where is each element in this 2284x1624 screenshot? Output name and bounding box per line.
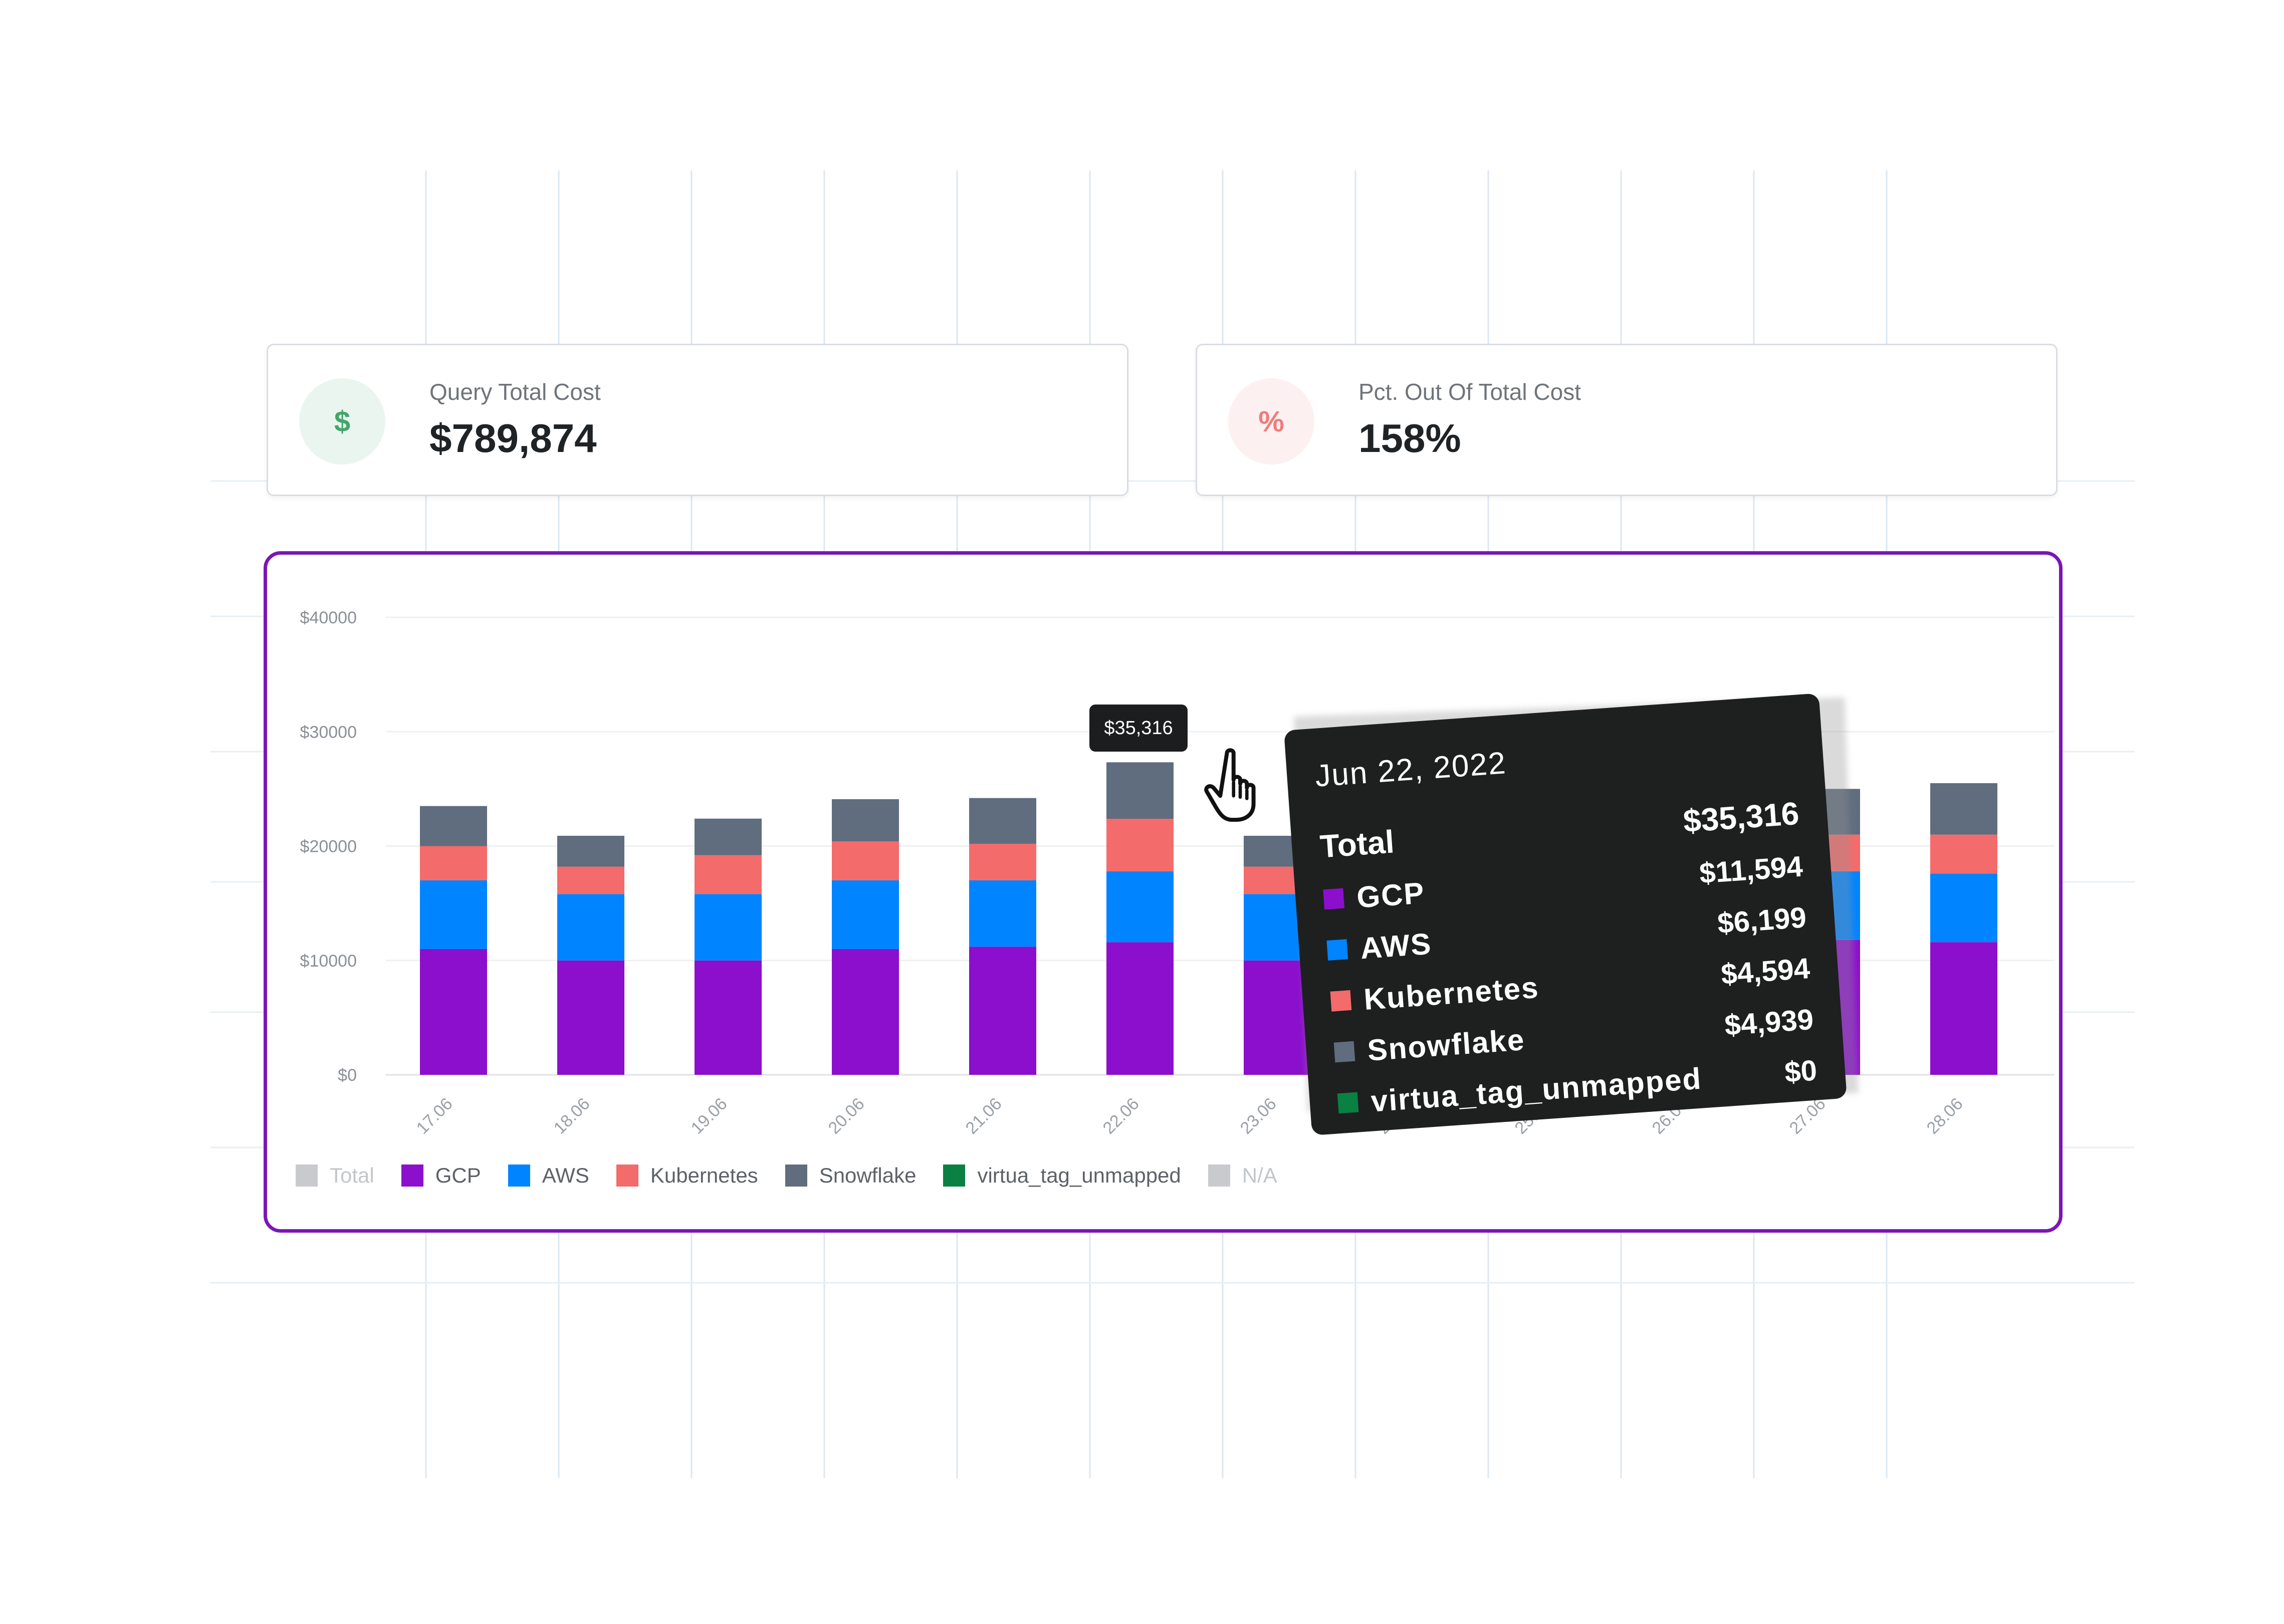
bar-segment-gcp[interactable] [557,960,624,1075]
x-tick-label: 23.06 [1237,1094,1280,1138]
legend-label: N/A [1242,1164,1277,1187]
tooltip-row-label: Kubernetes [1330,970,1540,1019]
hand-pointer-icon [1204,748,1256,822]
y-tick-label: $40000 [300,608,357,627]
percent-icon: % [1228,378,1314,465]
bar-segment-snowflake[interactable] [695,818,762,855]
bar-segment-gcp[interactable] [832,949,899,1075]
legend-label: Total [330,1164,374,1187]
x-tick-label: 28.06 [1923,1094,1967,1138]
tooltip-swatch [1326,939,1348,961]
query-total-cost-card: $ Query Total Cost $789,874 [267,344,1128,496]
y-tick-label: $30000 [300,723,357,742]
stat-label: Pct. Out Of Total Cost [1358,379,1581,405]
legend-swatch [401,1165,423,1187]
y-tick-label: $0 [338,1066,357,1085]
bar-segment-snowflake[interactable] [1930,783,1997,835]
legend-label: Kubernetes [650,1164,758,1187]
tooltip-row-label: AWS [1326,926,1433,968]
bar-segment-gcp[interactable] [969,947,1036,1075]
x-tick-label: 22.06 [1099,1094,1143,1138]
bar-segment-snowflake[interactable] [557,835,624,867]
bar-segment-snowflake[interactable] [1106,762,1174,819]
legend-label: AWS [542,1164,589,1187]
bar-segment-kubernetes[interactable] [1106,819,1174,871]
tooltip-row-value: $0 [1783,1054,1818,1089]
stat-label: Query Total Cost [429,379,601,405]
chart-tooltip: Jun 22, 2022 Total $35,316 GCP $11,594 AWS… [1284,693,1847,1136]
chart-legend: Total GCP AWS Kubernetes Snowflake virtua_tag… [296,1164,1277,1188]
legend-item-total[interactable]: Total [296,1164,374,1188]
bar-segment-gcp[interactable] [1244,960,1311,1075]
legend-item-aws[interactable]: AWS [508,1164,589,1188]
legend-item-n-a[interactable]: N/A [1208,1164,1277,1188]
legend-swatch [1208,1165,1230,1187]
tooltip-row-value: $4,594 [1720,952,1811,991]
legend-swatch [785,1165,807,1187]
tooltip-row-label: GCP [1322,875,1426,917]
bar-segment-gcp[interactable] [1930,942,1997,1075]
bar-segment-kubernetes[interactable] [832,841,899,880]
tooltip-swatch [1333,1041,1355,1063]
bar-total-label: $35,316 [1089,705,1188,752]
tooltip-total-value: $35,316 [1682,795,1800,839]
bar-segment-aws[interactable] [1930,873,1997,943]
tooltip-swatch [1330,990,1352,1012]
bar-segment-aws[interactable] [557,894,624,961]
y-tick-label: $20000 [300,837,357,856]
legend-swatch [943,1165,966,1187]
bar-segment-aws[interactable] [969,880,1036,947]
bar-segment-aws[interactable] [1106,871,1174,943]
x-tick-label: 19.06 [688,1094,731,1138]
bar-segment-gcp[interactable] [420,949,487,1075]
x-tick-label: 20.06 [825,1094,868,1138]
bar-segment-kubernetes[interactable] [557,866,624,894]
tooltip-date: Jun 22, 2022 [1314,746,1508,794]
legend-item-kubernetes[interactable]: Kubernetes [616,1164,758,1188]
bar-segment-snowflake[interactable] [832,799,899,842]
legend-swatch [508,1165,530,1187]
y-tick-label: $10000 [300,952,357,971]
legend-label: GCP [435,1164,481,1187]
tooltip-row-label: Snowflake [1333,1022,1526,1070]
bar-segment-gcp[interactable] [695,960,762,1075]
tooltip-swatch [1337,1092,1359,1114]
bar-segment-aws[interactable] [695,894,762,961]
bar-segment-kubernetes[interactable] [969,843,1036,880]
tooltip-rows: GCP $11,594 AWS $6,199 Kubernetes $4,594 Snowf… [1322,841,1818,1129]
x-tick-label: 17.06 [413,1094,456,1138]
stat-value: $789,874 [429,416,597,460]
bar-segment-aws[interactable] [832,880,899,949]
legend-item-snowflake[interactable]: Snowflake [785,1164,917,1188]
tooltip-row-value: $6,199 [1716,900,1807,940]
tooltip-row-value: $11,594 [1698,850,1804,890]
x-tick-label: 18.06 [550,1094,594,1138]
tooltip-total-label: Total [1318,823,1396,865]
bar-segment-kubernetes[interactable] [695,855,762,894]
dollar-icon: $ [299,378,385,465]
bar-segment-kubernetes[interactable] [420,846,487,880]
legend-item-gcp[interactable]: GCP [401,1164,481,1188]
bar-segment-kubernetes[interactable] [1930,834,1997,874]
legend-label: Snowflake [819,1164,917,1187]
bar-segment-gcp[interactable] [1106,942,1174,1075]
tooltip-swatch [1323,888,1345,910]
bar-segment-snowflake[interactable] [420,806,487,846]
bar-segment-snowflake[interactable] [969,798,1036,844]
x-tick-label: 21.06 [962,1094,1006,1138]
legend-swatch [296,1165,318,1187]
legend-item-virtua-tag-unmapped[interactable]: virtua_tag_unmapped [943,1164,1181,1188]
legend-swatch [616,1165,638,1187]
legend-label: virtua_tag_unmapped [977,1164,1181,1187]
stat-value: 158% [1358,416,1461,460]
pct-total-cost-card: % Pct. Out Of Total Cost 158% [1196,344,2058,496]
tooltip-row-value: $4,939 [1723,1003,1814,1042]
bar-segment-aws[interactable] [420,880,487,949]
